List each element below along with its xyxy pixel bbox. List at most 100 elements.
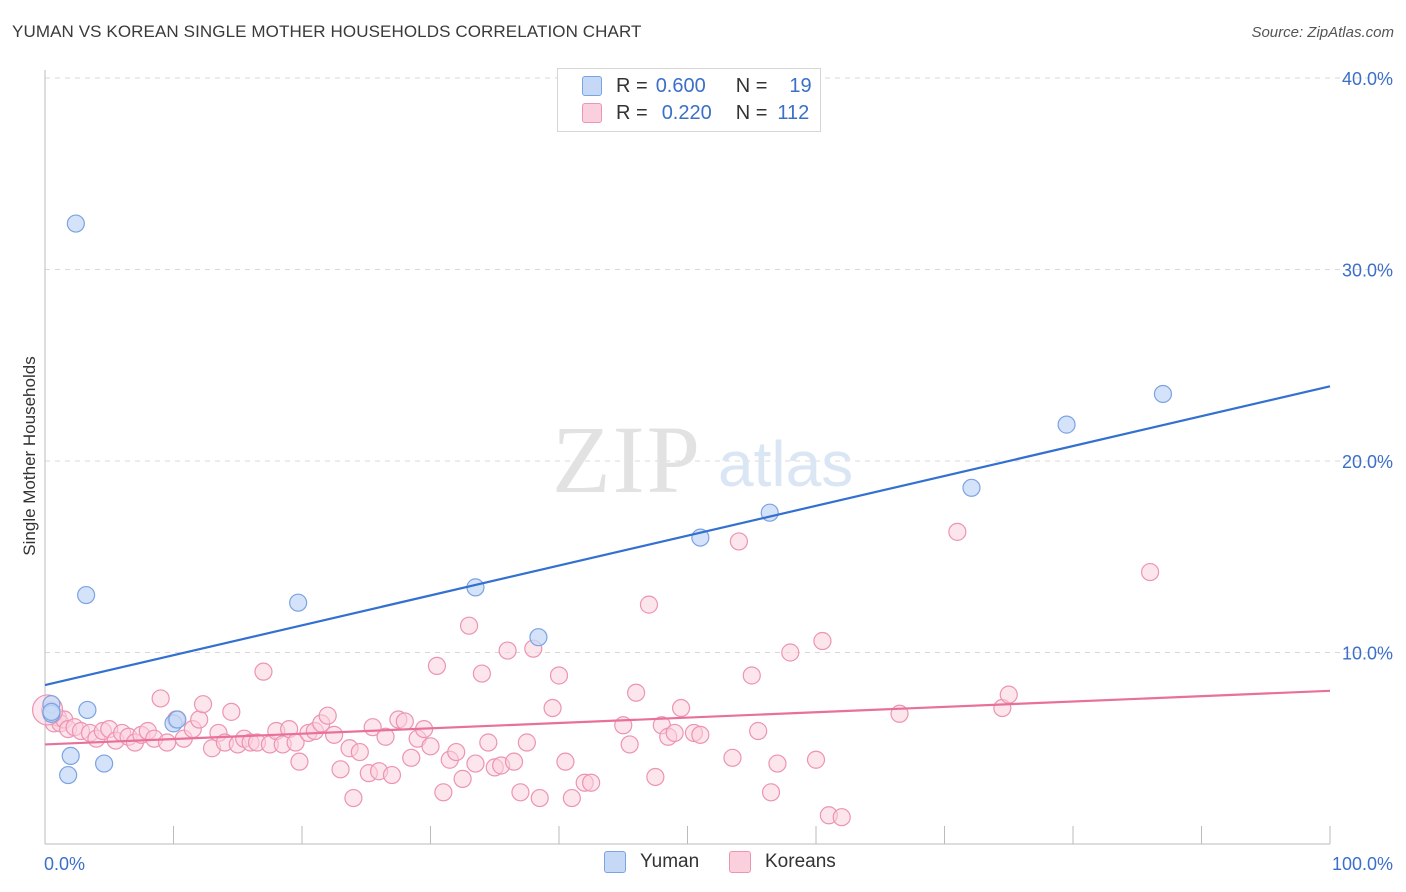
korean-point — [620, 735, 639, 754]
korean-point — [382, 765, 402, 785]
korean-point — [543, 698, 562, 718]
legend-row-koreans: R = 0.220 N = 112 — [582, 100, 809, 126]
korean-point — [318, 706, 337, 725]
yuman-point — [1057, 415, 1076, 434]
legend-row-yuman: R = 0.600 N = 19 — [582, 73, 812, 99]
korean-point — [344, 788, 363, 808]
yuman-point — [962, 478, 981, 497]
korean-point — [582, 773, 601, 792]
yuman-n-label: N = — [735, 74, 768, 97]
source-label: Source: ZipAtlas.com — [1251, 24, 1394, 41]
korean-point — [427, 656, 447, 676]
korean-point — [434, 783, 453, 802]
y-tick-label: 10.0% — [1342, 644, 1393, 664]
korean-point — [999, 685, 1018, 704]
korean-point — [1140, 562, 1160, 582]
series-koreans — [31, 522, 1160, 827]
korean-point — [691, 725, 710, 744]
yuman-r-value: 0.600 — [655, 74, 706, 97]
watermark-zip: ZIP — [552, 406, 702, 513]
grid-lines — [45, 77, 1393, 653]
yuman-point — [66, 214, 85, 233]
korean-point — [665, 723, 684, 743]
korean-point — [466, 754, 485, 773]
yuman-point — [61, 746, 80, 766]
korean-point — [781, 643, 800, 662]
korean-point — [190, 710, 209, 729]
x-tick-labels: 0.0% 100.0% — [44, 854, 1393, 874]
korean-point — [742, 666, 761, 685]
korean-point — [549, 666, 569, 685]
korean-point — [504, 752, 524, 771]
koreans-r-value: 0.220 — [661, 101, 712, 124]
korean-point — [723, 748, 742, 767]
yuman-point — [168, 710, 187, 729]
yuman-trend-line — [44, 385, 1331, 687]
korean-point — [671, 698, 691, 718]
korean-point — [453, 769, 472, 788]
korean-point — [151, 689, 170, 708]
korean-point — [626, 683, 646, 702]
legend-item-yuman: Yuman — [604, 851, 699, 873]
korean-point — [447, 742, 466, 762]
koreans-n-value: 112 — [777, 101, 810, 124]
korean-point — [331, 760, 350, 779]
korean-point — [421, 737, 440, 756]
y-tick-label: 20.0% — [1342, 452, 1393, 472]
y-axis-label: Single Mother Households — [20, 356, 39, 555]
yuman-r-label: R = — [616, 74, 648, 97]
y-tick-label: 30.0% — [1342, 261, 1393, 281]
korean-point — [556, 752, 575, 771]
korean-point — [498, 641, 517, 660]
korean-point — [530, 788, 549, 808]
x-tick-label: 0.0% — [44, 854, 85, 874]
korean-point — [325, 725, 344, 744]
legend-stats: R = 0.600 N = 19 R = 0.220 N = 112 — [557, 68, 821, 132]
korean-point — [222, 702, 241, 721]
trend-lines — [44, 385, 1331, 746]
korean-point — [646, 767, 665, 787]
chart-title: YUMAN VS KOREAN SINGLE MOTHER HOUSEHOLDS… — [12, 22, 642, 41]
korean-point — [350, 742, 369, 762]
koreans-swatch — [582, 103, 602, 123]
korean-point — [402, 748, 421, 767]
korean-point — [193, 695, 213, 714]
korean-point — [768, 754, 787, 773]
korean-point — [749, 721, 768, 741]
yuman-swatch — [582, 76, 602, 96]
korean-point — [479, 733, 498, 752]
legend-yuman-label: Yuman — [640, 851, 700, 872]
korean-point — [517, 733, 536, 752]
korean-point — [459, 616, 479, 635]
yuman-point — [529, 628, 548, 647]
yuman-point — [95, 754, 114, 773]
series-yuman — [42, 214, 1173, 785]
x-tick-label: 100.0% — [1332, 854, 1393, 874]
yuman-point — [42, 702, 61, 721]
legend-koreans-swatch — [729, 851, 751, 873]
korean-point — [729, 532, 749, 551]
legend-yuman-swatch — [604, 851, 626, 873]
korean-point — [761, 783, 781, 802]
korean-point — [562, 788, 581, 808]
legend-item-koreans: Koreans — [729, 851, 836, 873]
yuman-point — [59, 765, 78, 785]
yuman-point — [78, 700, 97, 720]
yuman-n-value: 19 — [789, 74, 812, 97]
korean-point — [806, 750, 826, 769]
koreans-r-label: R = — [616, 101, 648, 124]
yuman-point — [77, 585, 96, 605]
y-tick-labels: 10.0% 20.0% 30.0% 40.0% — [1342, 69, 1393, 664]
korean-trend-line — [44, 689, 1331, 746]
watermark-atlas: atlas — [718, 428, 853, 500]
korean-point — [472, 664, 491, 683]
yuman-point — [1153, 384, 1173, 404]
legend-series: Yuman Koreans — [0, 851, 1406, 877]
yuman-point — [289, 593, 308, 612]
koreans-n-label: N = — [735, 101, 768, 124]
korean-point — [157, 733, 177, 752]
korean-point — [813, 631, 832, 651]
korean-point — [948, 522, 967, 541]
legend-koreans-label: Koreans — [765, 851, 836, 872]
